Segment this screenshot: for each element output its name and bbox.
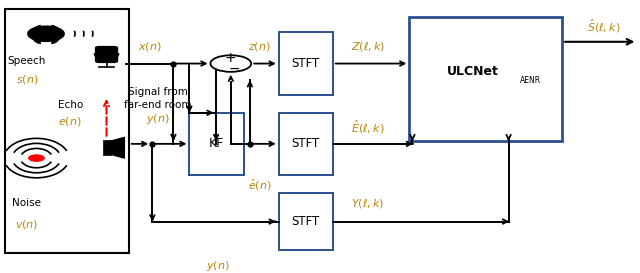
Circle shape bbox=[28, 26, 64, 41]
Text: $\hat{E}(\ell,k)$: $\hat{E}(\ell,k)$ bbox=[351, 118, 385, 136]
Text: Speech: Speech bbox=[8, 56, 46, 66]
Text: ◗: ◗ bbox=[49, 22, 62, 46]
Text: $Z(\ell,k)$: $Z(\ell,k)$ bbox=[351, 40, 385, 53]
Circle shape bbox=[29, 155, 44, 161]
Text: $x(n)$: $x(n)$ bbox=[138, 40, 162, 53]
Bar bbox=[278, 32, 333, 95]
Text: ◖: ◖ bbox=[30, 22, 43, 46]
Text: $\hat{S}(\ell,k)$: $\hat{S}(\ell,k)$ bbox=[587, 17, 620, 35]
Text: $Y(\ell,k)$: $Y(\ell,k)$ bbox=[351, 197, 385, 210]
Text: $z(n)$: $z(n)$ bbox=[248, 40, 271, 53]
Text: STFT: STFT bbox=[292, 215, 320, 228]
Text: $\hat{e}(n)$: $\hat{e}(n)$ bbox=[248, 178, 271, 193]
Text: Echo: Echo bbox=[58, 100, 83, 110]
Text: AENR: AENR bbox=[520, 76, 541, 85]
Text: $y(n)$: $y(n)$ bbox=[206, 259, 230, 272]
Bar bbox=[4, 9, 129, 253]
Bar bbox=[278, 193, 333, 250]
Text: Noise: Noise bbox=[12, 198, 42, 208]
Text: STFT: STFT bbox=[292, 57, 320, 70]
Bar bbox=[409, 17, 562, 141]
Ellipse shape bbox=[211, 55, 251, 72]
Bar bbox=[189, 113, 244, 175]
Text: Signal from: Signal from bbox=[127, 87, 188, 97]
Text: $e(n)$: $e(n)$ bbox=[58, 115, 82, 128]
Polygon shape bbox=[110, 137, 124, 158]
Text: $s(n)$: $s(n)$ bbox=[15, 73, 38, 86]
Text: $v(n)$: $v(n)$ bbox=[15, 218, 38, 231]
Bar bbox=[278, 113, 333, 175]
Text: +: + bbox=[225, 51, 237, 65]
Bar bbox=[102, 141, 111, 155]
Text: far-end room: far-end room bbox=[124, 100, 191, 110]
Text: −: − bbox=[228, 62, 240, 76]
Text: $y(n)$: $y(n)$ bbox=[146, 112, 170, 126]
FancyBboxPatch shape bbox=[96, 47, 117, 62]
Text: ULCNet: ULCNet bbox=[447, 65, 499, 78]
Text: STFT: STFT bbox=[292, 137, 320, 150]
Text: KF: KF bbox=[209, 137, 224, 150]
